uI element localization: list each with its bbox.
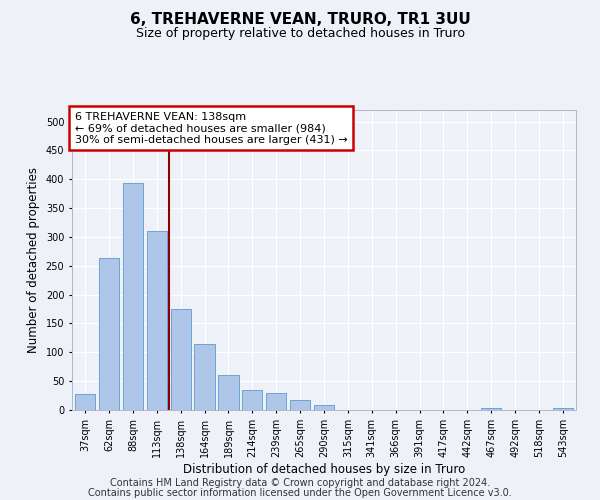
Bar [194, 344, 215, 410]
Bar [314, 406, 334, 410]
Text: Size of property relative to detached houses in Truro: Size of property relative to detached ho… [136, 28, 464, 40]
Y-axis label: Number of detached properties: Number of detached properties [27, 167, 40, 353]
Bar [146, 231, 167, 410]
Bar [218, 376, 239, 410]
Bar [481, 408, 502, 410]
Bar [75, 394, 95, 410]
Bar [553, 408, 573, 410]
Text: 6 TREHAVERNE VEAN: 138sqm
← 69% of detached houses are smaller (984)
30% of semi: 6 TREHAVERNE VEAN: 138sqm ← 69% of detac… [74, 112, 347, 144]
Bar [266, 392, 286, 410]
Text: Contains public sector information licensed under the Open Government Licence v3: Contains public sector information licen… [88, 488, 512, 498]
Bar [99, 258, 119, 410]
Bar [242, 390, 262, 410]
X-axis label: Distribution of detached houses by size in Truro: Distribution of detached houses by size … [183, 462, 465, 475]
Bar [123, 184, 143, 410]
Text: Contains HM Land Registry data © Crown copyright and database right 2024.: Contains HM Land Registry data © Crown c… [110, 478, 490, 488]
Text: 6, TREHAVERNE VEAN, TRURO, TR1 3UU: 6, TREHAVERNE VEAN, TRURO, TR1 3UU [130, 12, 470, 28]
Bar [170, 309, 191, 410]
Bar [290, 400, 310, 410]
